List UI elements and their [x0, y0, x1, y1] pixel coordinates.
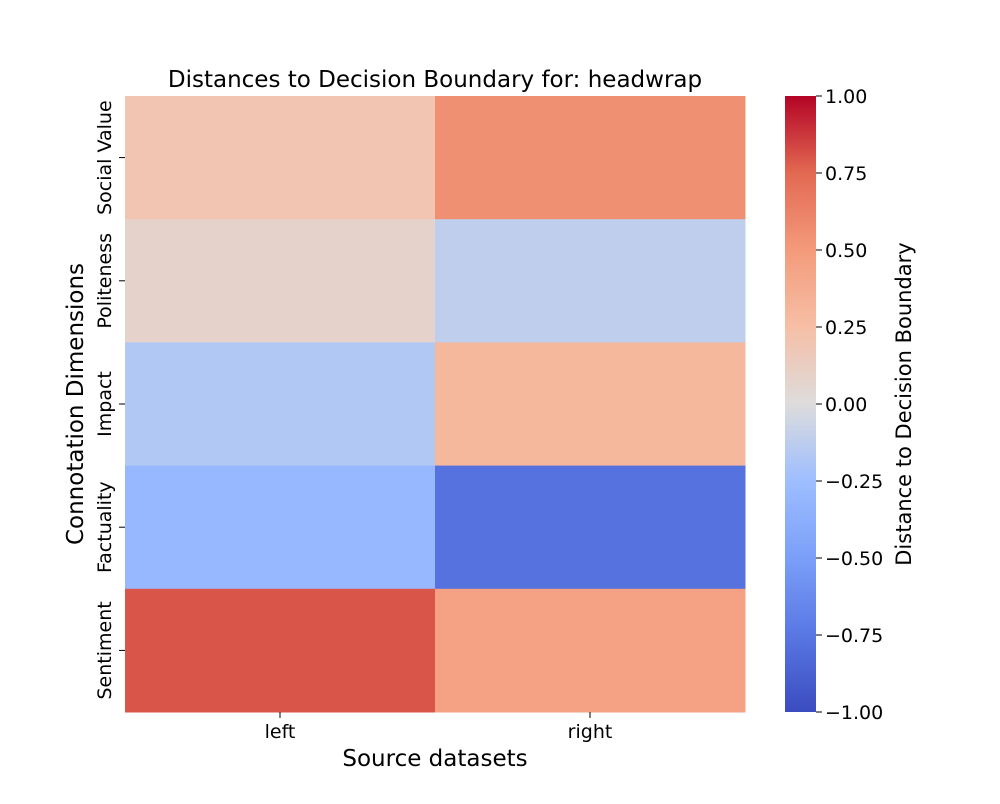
y-axis-label: Connotation Dimensions — [63, 263, 89, 545]
y-tick-label: Social Value — [94, 100, 116, 215]
heatmap-cells — [125, 96, 746, 713]
colorbar-label: Distance to Decision Boundary — [892, 242, 916, 565]
colorbar-tick-label: 0.50 — [825, 240, 867, 262]
heatmap-cell — [125, 96, 436, 220]
colorbar-ticks: 1.00 0.75 0.50 0.25 0.00 −0.25 −0.50 −0.75 −1.00 — [816, 86, 883, 724]
heatmap-cell — [125, 465, 436, 590]
heatmap-cell — [125, 219, 436, 343]
colorbar — [785, 96, 816, 712]
y-tick-label: Sentiment — [94, 601, 116, 699]
y-tick-label: Factuality — [94, 481, 116, 573]
colorbar-tick-label: 0.00 — [825, 394, 867, 416]
chart-title: Distances to Decision Boundary for: head… — [168, 67, 702, 93]
heatmap-cell — [435, 219, 746, 343]
heatmap-cell — [125, 342, 436, 467]
y-tick-label: Politeness — [94, 233, 116, 329]
y-axis: Social Value Politeness Impact Factuality Se… — [94, 100, 125, 700]
heatmap-cell — [435, 96, 746, 220]
colorbar-tick-label: 0.25 — [825, 317, 867, 339]
colorbar-tick-label: −0.75 — [825, 625, 883, 647]
colorbar-tick-label: −0.25 — [825, 471, 883, 493]
colorbar-tick-label: 1.00 — [825, 86, 867, 108]
heatmap-cell — [125, 588, 436, 713]
x-axis-label: Source datasets — [342, 746, 527, 772]
x-tick-label: right — [568, 721, 613, 743]
heatmap-cell — [435, 588, 746, 713]
colorbar-tick-label: 0.75 — [825, 163, 867, 185]
colorbar-tick-label: −0.50 — [825, 548, 883, 570]
x-axis: left right — [265, 712, 613, 743]
heatmap-cell — [435, 342, 746, 467]
colorbar-tick-label: −1.00 — [825, 702, 883, 724]
y-tick-label: Impact — [94, 371, 116, 437]
x-tick-label: left — [265, 721, 296, 743]
heatmap-cell — [435, 465, 746, 590]
